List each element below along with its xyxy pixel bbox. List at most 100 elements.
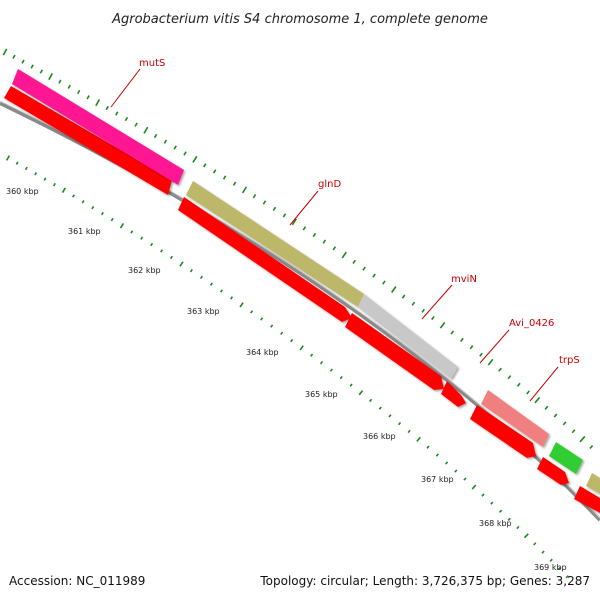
tick-mark <box>222 175 227 180</box>
tick-mark <box>15 161 19 165</box>
tick-mark <box>61 187 66 194</box>
tick-mark <box>490 501 494 505</box>
tick-mark <box>52 182 56 187</box>
gene-label-mutS: mutS <box>139 58 165 69</box>
tick-mark <box>450 330 455 335</box>
tick-mark <box>173 145 177 150</box>
tick-mark <box>397 421 402 426</box>
tick-mark <box>523 533 529 539</box>
tick-mark <box>160 249 163 253</box>
tick-mark <box>557 566 561 571</box>
tick-mark <box>43 177 47 181</box>
tick-mark <box>24 166 28 171</box>
tick-mark <box>463 477 467 481</box>
ruler-label-361: 361 kbp <box>68 227 101 236</box>
tick-mark <box>30 64 34 69</box>
ruler-label-364: 364 kbp <box>246 348 279 357</box>
tick-mark <box>553 413 558 418</box>
genome-backbone <box>0 101 600 522</box>
tick-mark <box>358 390 364 396</box>
tick-mark <box>426 445 430 449</box>
ruler-label-368: 368 kbp <box>479 519 512 528</box>
tick-mark <box>291 218 298 226</box>
tick-mark <box>110 217 114 222</box>
gene-track <box>12 69 600 494</box>
gene-glnD <box>186 181 364 307</box>
tick-mark <box>140 236 144 240</box>
tick-mark <box>153 133 158 139</box>
label-leader-mviN <box>421 284 453 320</box>
tick-mark <box>421 308 425 313</box>
tick-mark <box>431 315 435 321</box>
tick-mark <box>481 493 485 497</box>
ruler-label-363: 363 kbp <box>187 307 220 316</box>
tick-mark <box>105 105 109 111</box>
tick-mark <box>388 414 392 418</box>
tick-mark <box>349 383 353 387</box>
orf-arrow <box>574 486 600 513</box>
tick-mark <box>95 99 101 107</box>
tick-mark <box>119 223 125 229</box>
tick-mark <box>272 206 277 212</box>
tick-mark <box>252 194 257 199</box>
tick-mark <box>203 163 207 168</box>
tick-mark <box>299 345 304 351</box>
tick-mark <box>454 469 458 473</box>
gene-mviN <box>358 294 458 379</box>
genome-backbone-highlight <box>0 100 600 519</box>
tick-mark <box>230 296 234 300</box>
tick-mark <box>435 453 439 457</box>
tick-mark <box>479 352 483 357</box>
tick-mark <box>115 111 119 116</box>
gene-label-mviN: mviN <box>451 274 477 285</box>
gene-label-trpS: trpS <box>559 355 580 366</box>
tick-mark <box>562 421 567 426</box>
tick-mark <box>21 59 25 64</box>
tick-mark <box>212 169 217 174</box>
tick-mark <box>124 116 129 122</box>
tick-mark <box>534 396 541 404</box>
tick-mark <box>310 353 314 357</box>
tick-mark <box>241 186 248 194</box>
tick-mark <box>339 375 343 380</box>
gene-label-glnD: glnD <box>318 179 341 190</box>
tick-mark <box>290 338 294 343</box>
tick-mark <box>319 360 324 365</box>
tick-mark <box>589 445 594 450</box>
tick-mark <box>341 251 347 259</box>
tick-mark <box>369 398 373 403</box>
tick-mark <box>81 200 85 204</box>
tick-mark <box>39 69 44 74</box>
tick-mark <box>91 205 95 210</box>
accession-text: Accession: NC_011989 <box>9 574 145 588</box>
tick-mark <box>322 239 327 244</box>
orf-track <box>4 86 600 513</box>
gene-labels: mutS glnD mviN Avi_0426 trpS <box>110 58 580 402</box>
tick-mark <box>250 310 254 314</box>
tick-mark <box>183 151 187 156</box>
ruler-label-367: 367 kbp <box>421 475 454 484</box>
tick-mark <box>232 181 237 186</box>
tick-mark <box>571 429 576 434</box>
label-leader-mutS <box>110 68 141 108</box>
tick-mark <box>362 266 366 271</box>
tick-mark <box>401 294 406 299</box>
ruler-label-362: 362 kbp <box>128 266 161 275</box>
tick-mark <box>134 122 138 127</box>
tick-mark <box>411 301 416 306</box>
tick-mark <box>219 289 224 293</box>
tick-mark <box>163 139 168 144</box>
tick-mark <box>382 280 386 285</box>
map-title: Agrobacterium vitis S4 chromosome 1, com… <box>111 12 488 27</box>
orf-arrow <box>345 313 444 390</box>
orf-arrow <box>537 457 569 485</box>
tick-mark <box>12 54 16 59</box>
genome-stats-text: Topology: circular; Length: 3,726,375 bp… <box>259 574 590 588</box>
outer-tick-row <box>2 48 594 450</box>
tick-mark <box>34 172 38 176</box>
tick-mark <box>378 406 382 410</box>
tick-mark <box>516 382 521 387</box>
tick-mark <box>150 242 154 247</box>
tick-mark <box>282 213 287 218</box>
tick-mark <box>76 89 81 95</box>
